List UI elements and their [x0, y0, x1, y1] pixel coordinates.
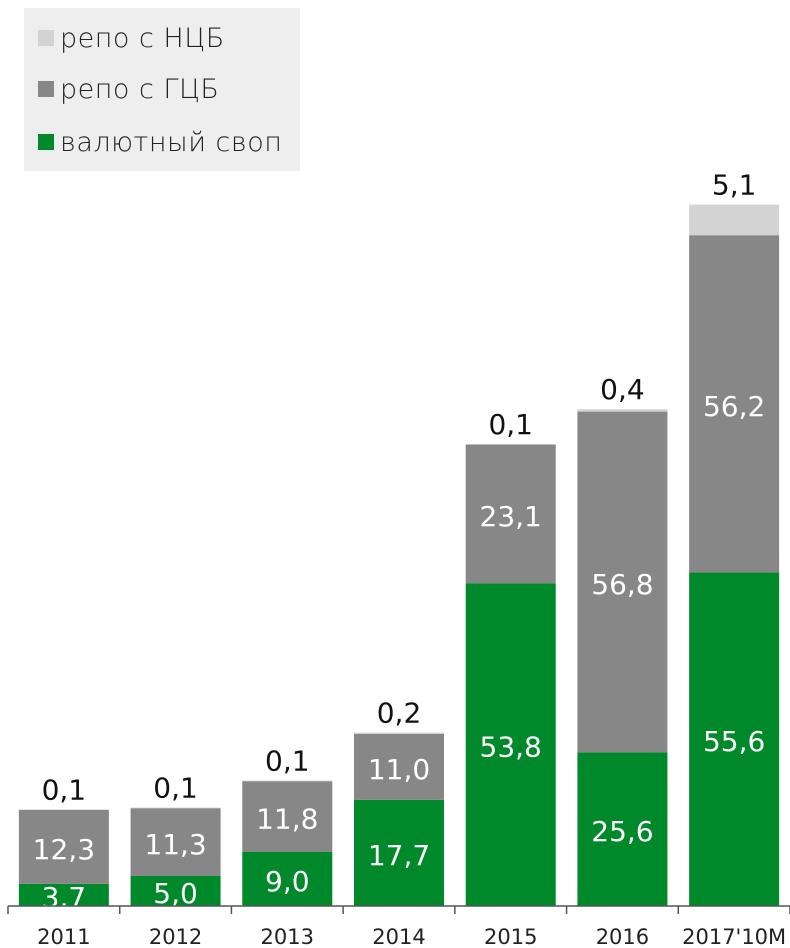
data-label: 9,0 [265, 865, 310, 898]
data-label: 0,1 [265, 745, 310, 778]
bar-segment [18, 809, 109, 810]
data-label: 55,6 [703, 725, 765, 758]
legend-swatch-fx-swap [38, 134, 54, 150]
data-label: 5,1 [712, 169, 757, 202]
data-label: 5,0 [153, 877, 198, 910]
legend: репо с НЦБ репо с ГЦБ валютный своп [24, 8, 300, 171]
legend-swatch-repo-gcb [38, 81, 54, 97]
data-label: 0,1 [153, 772, 198, 805]
legend-item-repo-ncb: репо с НЦБ [38, 18, 225, 58]
x-tick-label: 2011 [37, 925, 90, 948]
legend-item-fx-swap: валютный своп [38, 122, 282, 162]
x-tick-label: 2013 [261, 925, 314, 948]
bar-segment [354, 733, 444, 800]
data-label: 23,1 [480, 500, 542, 533]
x-tick-label: 2012 [149, 925, 202, 948]
data-label: 56,2 [703, 390, 765, 423]
x-tick-label: 2016 [596, 925, 649, 948]
data-label: 11,8 [256, 803, 318, 836]
bar-segment [242, 852, 333, 906]
data-label: 12,3 [33, 833, 95, 866]
bar-segment [130, 808, 221, 876]
data-label: 53,8 [480, 731, 542, 764]
data-label: 11,0 [368, 753, 430, 786]
legend-label-fx-swap: валютный своп [60, 126, 283, 158]
data-label: 0,4 [600, 373, 645, 406]
bar-segment [689, 572, 780, 906]
bar-segment [130, 876, 221, 906]
x-tick-label: 2017'10M [682, 925, 786, 948]
bar-segment [577, 752, 668, 906]
data-label: 56,8 [591, 568, 653, 601]
legend-swatch-repo-ncb [38, 30, 54, 46]
legend-label-repo-ncb: репо с НЦБ [60, 22, 225, 54]
bar-segment [354, 732, 444, 734]
data-label: 0,1 [488, 408, 533, 441]
bar-segment [577, 409, 668, 412]
bar-segment [577, 411, 668, 753]
bar-segment [18, 883, 109, 906]
x-tick-label: 2014 [372, 925, 425, 948]
bar-segment [689, 204, 780, 236]
legend-label-repo-gcb: репо с ГЦБ [60, 73, 220, 105]
bar-segment [18, 810, 109, 884]
bar-segment [465, 583, 556, 906]
bar-segment [465, 444, 556, 445]
data-label: 0,2 [377, 697, 422, 730]
bar-segment [130, 807, 221, 809]
data-label: 3,7 [42, 881, 87, 914]
data-label: 25,6 [591, 815, 653, 848]
data-label: 17,7 [368, 839, 430, 872]
bar-segment [354, 799, 444, 906]
x-tick-label: 2015 [484, 925, 537, 948]
data-label: 11,3 [144, 828, 206, 861]
data-label: 0,1 [42, 773, 87, 806]
bar-segment [242, 780, 333, 782]
bar-segment [689, 235, 780, 573]
bar-segment [465, 444, 556, 584]
legend-item-repo-gcb: репо с ГЦБ [38, 69, 219, 109]
bar-segment [242, 781, 333, 852]
